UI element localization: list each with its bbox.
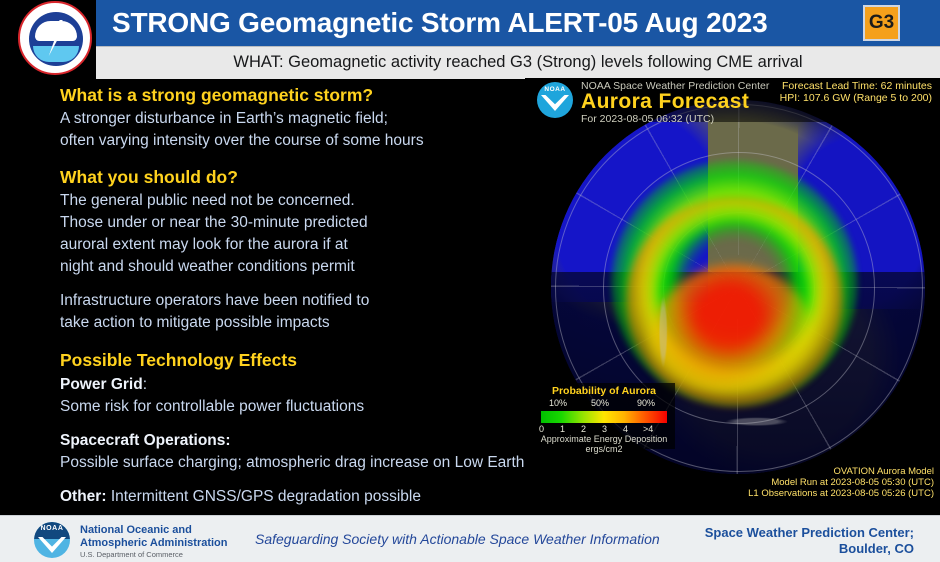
answer-todo-line3: auroral extent may look for the aurora i… <box>60 236 348 253</box>
swpc-city: Boulder, CO <box>838 541 914 556</box>
legend-pct-10: 10% <box>549 398 568 408</box>
other-label: Other: <box>60 488 107 505</box>
legend-num-0: 0 <box>539 424 545 434</box>
department-of-commerce: U.S. Department of Commerce <box>80 550 183 559</box>
question-what-is-storm: What is a strong geomagnetic storm? <box>60 85 374 105</box>
footer: NOAA National Oceanic and Atmospheric Ad… <box>0 515 940 562</box>
answer-todo-line4: night and should weather conditions perm… <box>60 258 355 275</box>
national-weather-service-seal-icon <box>18 1 92 75</box>
legend-pct-50: 50% <box>591 398 610 408</box>
noaa-footer-logo-icon: NOAA <box>34 522 70 558</box>
aurora-forecast-panel: NOAA NOAA Space Weather Prediction Cente… <box>525 78 940 515</box>
aurora-probability-legend: Probability of Aurora 10% 50% 90% 0 1 2 … <box>533 383 675 454</box>
noaa-footer-wordmark: NOAA <box>40 525 64 532</box>
spacecraft-label-text: Spacecraft Operations: <box>60 432 231 449</box>
heading-technology-effects: Possible Technology Effects <box>60 350 297 370</box>
model-name: OVATION Aurora Model <box>833 466 935 477</box>
noaa-footer-top-arc <box>34 522 70 539</box>
aurora-panel-header: NOAA NOAA Space Weather Prediction Cente… <box>525 78 940 125</box>
noaa-footer-gull-shape <box>38 537 66 553</box>
noaa-logo-icon: NOAA <box>537 82 573 118</box>
legend-title: Probability of Aurora <box>551 385 657 397</box>
legend-num-2: 2 <box>581 424 587 434</box>
spacecraft-label: Spacecraft Operations: <box>60 432 231 450</box>
answer-storm-line2: often varying intensity over the course … <box>60 132 424 149</box>
swpc-location: Space Weather Prediction Center; Boulder… <box>705 525 914 557</box>
power-grid-text: Some risk for controllable power fluctua… <box>60 398 365 415</box>
header-blue-bar <box>96 0 940 46</box>
seal-sea <box>33 46 79 62</box>
legend-num-gt4: >4 <box>643 424 654 434</box>
legend-num-3: 3 <box>602 424 608 434</box>
legend-caption-line2: ergs/cm2 <box>585 444 623 454</box>
infrastructure-line1: Infrastructure operators have been notif… <box>60 292 370 309</box>
power-grid-colon: : <box>142 376 147 393</box>
aurora-forecast-title: Aurora Forecast <box>581 90 750 113</box>
footer-tagline: Safeguarding Society with Actionable Spa… <box>255 531 660 547</box>
noaa-agency-name: National Oceanic and Atmospheric Adminis… <box>80 524 228 550</box>
answer-todo-line1: The general public need not be concerned… <box>60 192 355 209</box>
page-title: STRONG Geomagnetic Storm ALERT-05 Aug 20… <box>112 7 768 38</box>
storm-scale-badge: G3 <box>863 5 900 41</box>
hemispheric-power-index: HPI: 107.6 GW (Range 5 to 200) <box>779 92 932 104</box>
legend-energy-ticks: 0 1 2 3 4 >4 <box>533 424 675 435</box>
noaa-footer-circle: NOAA <box>34 522 70 558</box>
power-grid-label: Power Grid: <box>60 376 147 394</box>
l1-observation-time: L1 Observations at 2023-08-05 05:26 (UTC… <box>748 488 934 499</box>
content-panel: What is a strong geomagnetic storm? A st… <box>0 78 693 515</box>
legend-pct-90: 90% <box>637 398 656 408</box>
legend-num-4: 4 <box>623 424 629 434</box>
legend-caption-line1: Approximate Energy Deposition <box>540 434 668 444</box>
noaa-agency-line1: National Oceanic and <box>80 524 192 536</box>
legend-color-gradient-bar <box>541 411 667 423</box>
legend-percent-ticks: 10% 50% 90% <box>533 398 675 409</box>
forecast-lead-time: Forecast Lead Time: 62 minutes <box>782 80 932 92</box>
header-subtitle: WHAT: Geomagnetic activity reached G3 (S… <box>233 53 803 71</box>
answer-todo-line2: Those under or near the 30-minute predic… <box>60 214 368 231</box>
aurora-forecast-valid-time: For 2023-08-05 06:32 (UTC) <box>581 113 715 125</box>
infrastructure-line2: take action to mitigate possible impacts <box>60 314 330 331</box>
other-text: Intermittent GNSS/GPS degradation possib… <box>110 488 421 505</box>
other-effects: Other: Intermittent GNSS/GPS degradation… <box>60 488 421 506</box>
noaa-wordmark: NOAA <box>544 86 566 93</box>
question-what-to-do: What you should do? <box>60 167 238 187</box>
legend-num-1: 1 <box>560 424 566 434</box>
noaa-agency-line2: Atmospheric Administration <box>80 537 228 549</box>
swpc-name: Space Weather Prediction Center; <box>704 525 914 540</box>
legend-caption: Approximate Energy Deposition ergs/cm2 <box>533 434 675 454</box>
aurora-model-attribution: OVATION Aurora Model Model Run at 2023-0… <box>748 466 934 499</box>
header-gray-bar <box>96 46 940 79</box>
seal-inner <box>29 12 83 66</box>
model-run-time: Model Run at 2023-08-05 05:30 (UTC) <box>771 477 934 488</box>
power-grid-label-text: Power Grid <box>60 376 143 393</box>
answer-storm-line1: A stronger disturbance in Earth’s magnet… <box>60 110 388 127</box>
aurora-agency-name: NOAA Space Weather Prediction Center <box>581 80 770 92</box>
noaa-gull-shape <box>541 95 569 111</box>
header: STRONG Geomagnetic Storm ALERT-05 Aug 20… <box>0 0 940 79</box>
